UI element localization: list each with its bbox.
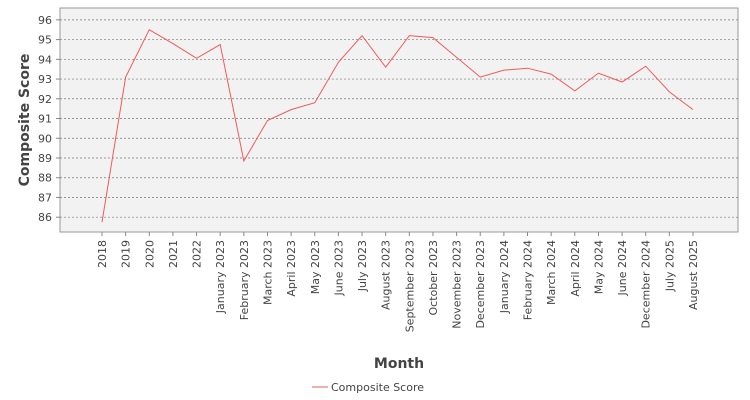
y-axis-title: Composite Score: [17, 54, 33, 187]
x-tick-label: September 2023: [403, 240, 416, 332]
x-tick-label: May 2023: [309, 240, 322, 294]
x-tick-label: May 2024: [592, 240, 605, 294]
x-tick-label: 2018: [96, 240, 109, 268]
y-tick-label: 86: [38, 211, 52, 224]
x-tick-label: December 2024: [640, 240, 653, 329]
y-tick-label: 93: [38, 73, 52, 86]
x-tick-label: June 2023: [332, 240, 345, 296]
x-tick-label: February 2024: [522, 240, 535, 320]
x-tick-label: 2021: [167, 240, 180, 268]
x-tick-label: 2022: [191, 240, 204, 268]
series-line: [101, 29, 694, 223]
x-tick-label: March 2024: [545, 240, 558, 305]
y-tick-label: 95: [38, 34, 52, 47]
y-tick-label: 94: [38, 53, 52, 66]
x-axis-title: Month: [374, 356, 424, 372]
x-tick-label: March 2023: [261, 240, 274, 305]
y-tick-label: 96: [38, 14, 52, 27]
x-tick-label: November 2023: [451, 240, 464, 329]
y-tick-label: 90: [38, 132, 52, 145]
x-tick-label: April 2024: [569, 240, 582, 297]
x-tick-label: October 2023: [427, 240, 440, 316]
x-tick-label: February 2023: [238, 240, 251, 320]
plot-area: [59, 7, 739, 233]
y-tick-label: 89: [38, 152, 52, 165]
y-tick-label: 88: [38, 172, 52, 185]
x-tick-label: August 2025: [687, 240, 700, 310]
y-tick-label: 91: [38, 113, 52, 126]
x-tick-label: June 2024: [616, 240, 629, 296]
y-tick-label: 92: [38, 93, 52, 106]
x-tick-label: April 2023: [285, 240, 298, 297]
x-tick-label: January 2024: [498, 240, 511, 314]
x-tick-label: December 2023: [474, 240, 487, 329]
x-tick-label: July 2023: [356, 240, 369, 292]
x-tick-label: 2019: [120, 240, 133, 268]
y-tick-label: 87: [38, 191, 52, 204]
x-tick-label: July 2025: [663, 240, 676, 292]
x-tick-label: 2020: [143, 240, 156, 268]
x-tick-label: August 2023: [380, 240, 393, 310]
x-tick-label: January 2023: [214, 240, 227, 314]
legend-label: Composite Score: [331, 381, 424, 394]
